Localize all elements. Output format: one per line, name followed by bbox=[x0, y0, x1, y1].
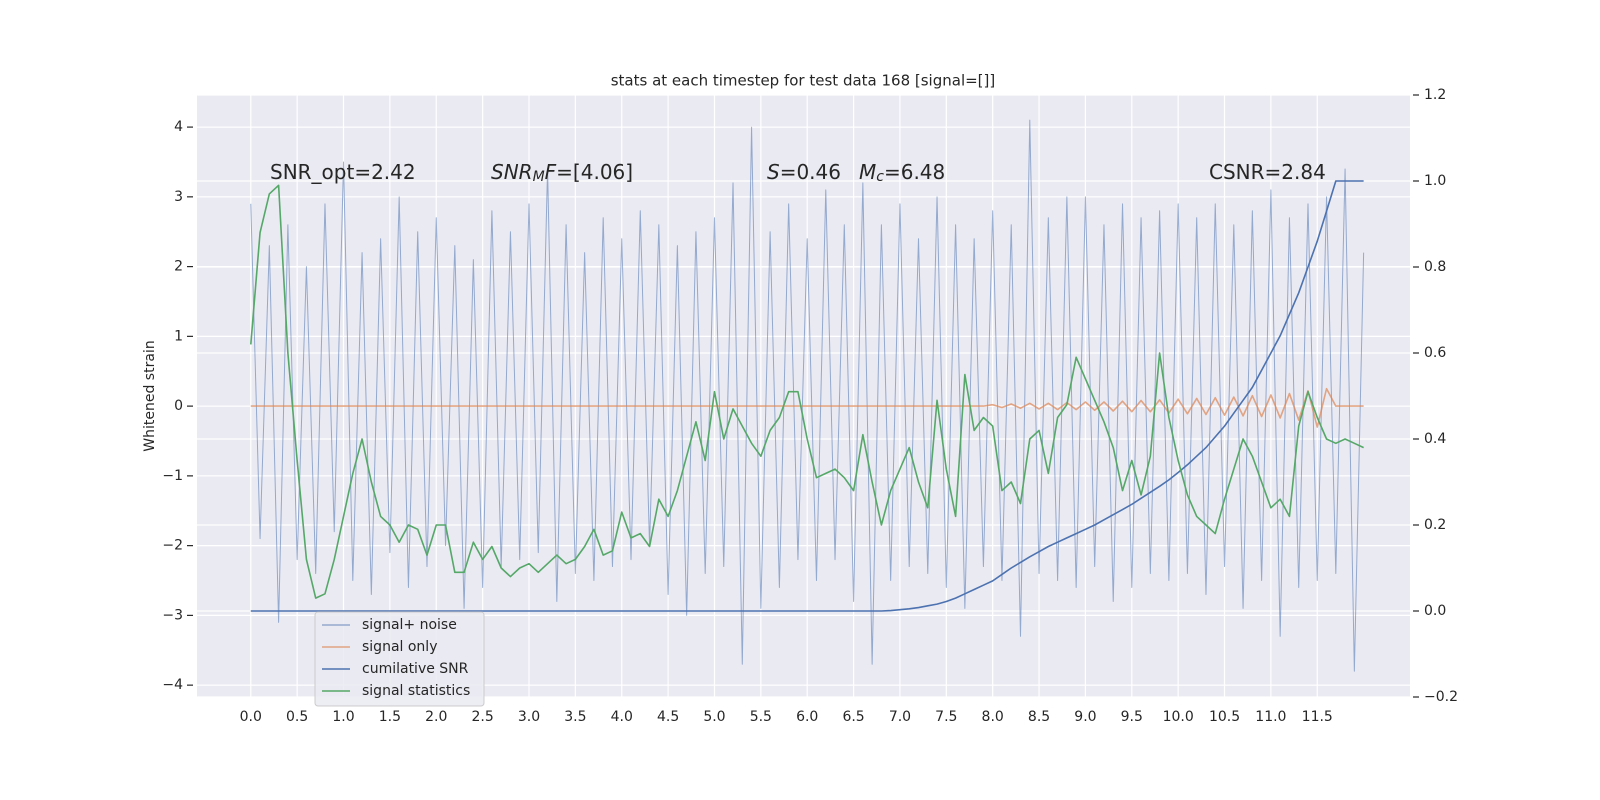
annotation-part: =6.48 bbox=[884, 160, 945, 184]
x-tick-label: 7.5 bbox=[935, 709, 957, 725]
y2-tick-label: 0.2 bbox=[1424, 517, 1446, 533]
annotation-part: =[4.06] bbox=[556, 160, 633, 184]
legend-label: signal+ noise bbox=[362, 617, 457, 633]
x-tick-label: 6.5 bbox=[842, 709, 864, 725]
series-line bbox=[250, 387, 1364, 428]
y-tick-label: 1 bbox=[174, 328, 183, 344]
legend: signal+ noise signal only cumilative SNR si… bbox=[314, 611, 485, 707]
x-tick-label: 5.0 bbox=[703, 709, 725, 725]
x-tick-label: 5.5 bbox=[750, 709, 772, 725]
series-line bbox=[250, 180, 1364, 612]
x-tick-label: 0.0 bbox=[240, 709, 262, 725]
x-tick-label: 6.0 bbox=[796, 709, 818, 725]
y2-tick-label: 0.4 bbox=[1424, 431, 1446, 447]
annotation-part: F bbox=[545, 160, 557, 184]
x-tick-label: 11.5 bbox=[1302, 709, 1333, 725]
y-axis-label: Whitened strain bbox=[142, 340, 158, 451]
y-tick-label: 2 bbox=[174, 259, 183, 275]
annotation: CSNR=2.84 bbox=[1209, 160, 1326, 184]
x-tick-label: 2.5 bbox=[471, 709, 493, 725]
y2-tick-label: 0.0 bbox=[1424, 603, 1446, 619]
x-tick-label: 11.0 bbox=[1255, 709, 1286, 725]
y-tick-label: −1 bbox=[162, 468, 183, 484]
x-tick-label: 4.5 bbox=[657, 709, 679, 725]
x-tick-label: 1.0 bbox=[332, 709, 354, 725]
x-tick-label: 10.5 bbox=[1209, 709, 1240, 725]
series-line bbox=[249, 184, 1364, 599]
annotation-part: SNR_opt=2.42 bbox=[270, 160, 416, 184]
y-tick-label: 0 bbox=[174, 398, 183, 414]
annotation-part: =0.46 bbox=[780, 160, 841, 184]
y-tick-label: −2 bbox=[162, 538, 183, 554]
x-tick-label: 7.0 bbox=[889, 709, 911, 725]
x-tick-label: 1.5 bbox=[379, 709, 401, 725]
y2-tick-label: 1.0 bbox=[1424, 173, 1446, 189]
legend-label: signal statistics bbox=[362, 683, 470, 699]
x-tick-label: 0.5 bbox=[286, 709, 308, 725]
x-tick-label: 4.0 bbox=[611, 709, 633, 725]
x-tick-label: 8.5 bbox=[1028, 709, 1050, 725]
x-tick-label: 3.5 bbox=[564, 709, 586, 725]
annotation-part: M bbox=[533, 169, 545, 185]
y2-tick-label: 0.6 bbox=[1424, 345, 1446, 361]
plot-area bbox=[197, 95, 1410, 697]
legend-label: cumilative SNR bbox=[362, 661, 469, 677]
x-tick-label: 9.0 bbox=[1074, 709, 1096, 725]
annotation: Mc=6.48 bbox=[859, 160, 945, 185]
y2-tick-label: 0.8 bbox=[1424, 259, 1446, 275]
y-tick-label: −4 bbox=[162, 677, 183, 693]
annotation: S=0.46 bbox=[767, 160, 841, 184]
y2-tick-label: 1.2 bbox=[1424, 87, 1446, 103]
legend-label: signal only bbox=[362, 639, 437, 655]
annotation-part: CSNR=2.84 bbox=[1209, 160, 1326, 184]
annotation-part: SNR bbox=[491, 160, 533, 184]
x-tick-label: 2.0 bbox=[425, 709, 447, 725]
x-tick-label: 3.0 bbox=[518, 709, 540, 725]
annotation: SNR_opt=2.42 bbox=[270, 160, 416, 184]
annotation-part: c bbox=[876, 169, 884, 185]
legend-box bbox=[314, 611, 485, 707]
annotation: SNRMF=[4.06] bbox=[491, 160, 633, 185]
chart-title: stats at each timestep for test data 168… bbox=[611, 72, 996, 90]
series-line bbox=[250, 119, 1365, 672]
y-tick-label: 3 bbox=[174, 189, 183, 205]
x-tick-label: 8.0 bbox=[982, 709, 1004, 725]
annotation-part: M bbox=[859, 160, 876, 184]
y-tick-label: 4 bbox=[174, 119, 183, 135]
y2-tick-label: −0.2 bbox=[1424, 689, 1458, 705]
annotation-part: S bbox=[767, 160, 780, 184]
y-tick-label: −3 bbox=[162, 607, 183, 623]
x-tick-label: 9.5 bbox=[1121, 709, 1143, 725]
x-tick-label: 10.0 bbox=[1163, 709, 1194, 725]
